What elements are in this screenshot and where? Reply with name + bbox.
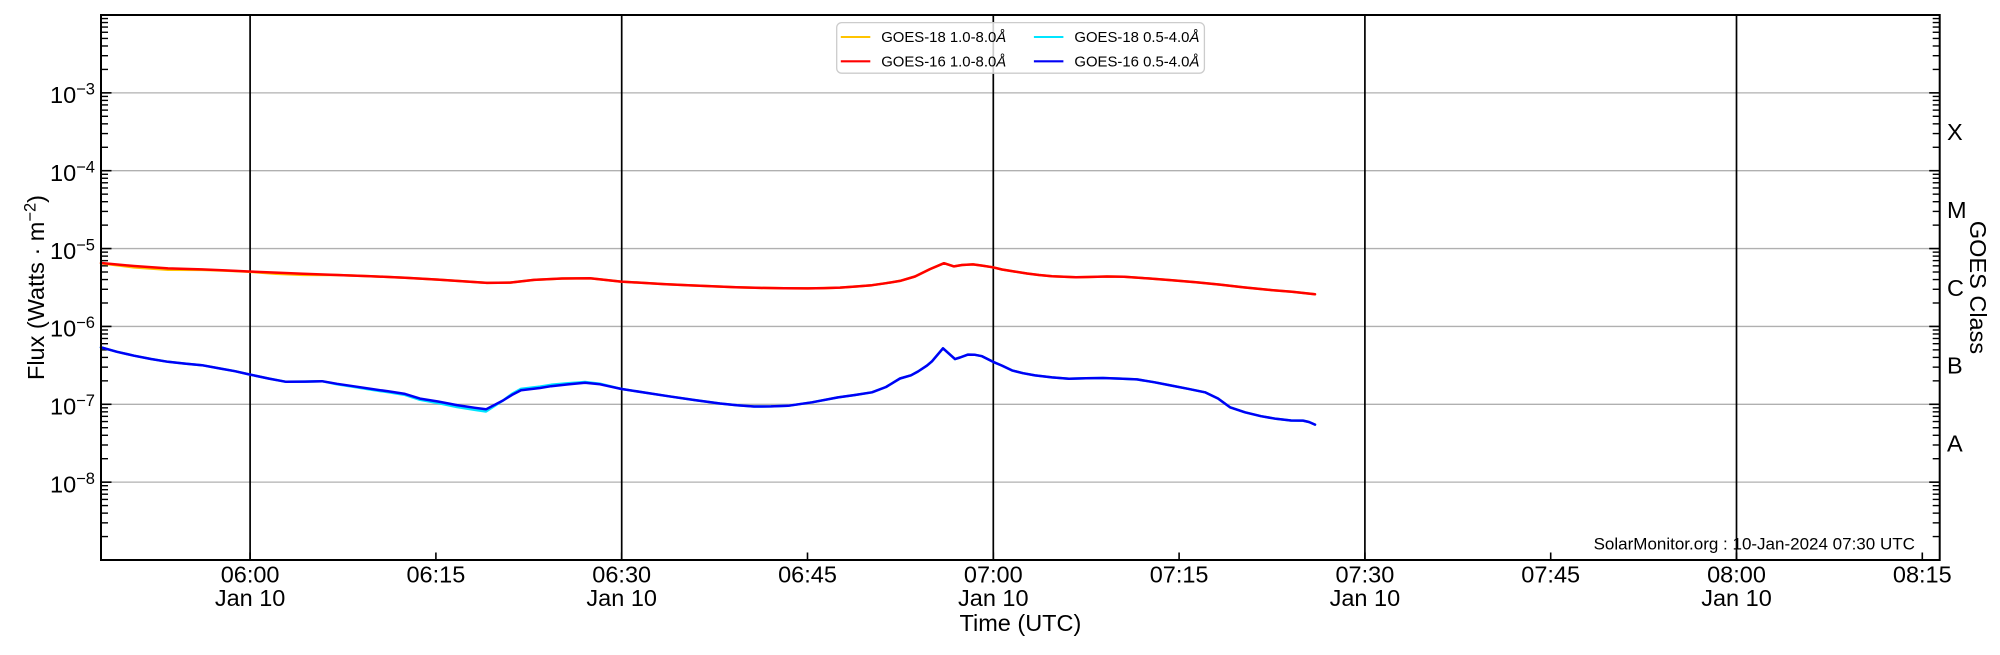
- svg-text:06:00: 06:00: [221, 562, 280, 588]
- svg-text:X: X: [1947, 119, 1963, 145]
- svg-text:06:15: 06:15: [406, 562, 465, 588]
- svg-text:GOES Class: GOES Class: [1965, 221, 1991, 354]
- svg-text:B: B: [1947, 353, 1963, 379]
- svg-text:GOES-18 1.0-8.0Å: GOES-18 1.0-8.0Å: [881, 29, 1006, 46]
- svg-text:07:00: 07:00: [964, 562, 1023, 588]
- svg-text:07:45: 07:45: [1521, 562, 1580, 588]
- svg-text:06:45: 06:45: [778, 562, 837, 588]
- svg-text:GOES-18 0.5-4.0Å: GOES-18 0.5-4.0Å: [1074, 29, 1199, 46]
- svg-text:10−3: 10−3: [50, 81, 95, 109]
- svg-text:A: A: [1947, 431, 1963, 457]
- svg-text:C: C: [1947, 275, 1964, 301]
- svg-text:Jan 10: Jan 10: [1701, 585, 1772, 611]
- svg-text:GOES-16 0.5-4.0Å: GOES-16 0.5-4.0Å: [1074, 54, 1199, 71]
- svg-text:SolarMonitor.org : 10-Jan-2024: SolarMonitor.org : 10-Jan-2024 07:30 UTC: [1594, 535, 1915, 554]
- svg-text:08:15: 08:15: [1893, 562, 1952, 588]
- svg-text:Jan 10: Jan 10: [1330, 585, 1401, 611]
- svg-text:GOES-16 1.0-8.0Å: GOES-16 1.0-8.0Å: [881, 54, 1006, 71]
- svg-text:08:00: 08:00: [1707, 562, 1766, 588]
- svg-text:Time (UTC): Time (UTC): [959, 610, 1081, 636]
- svg-text:07:30: 07:30: [1335, 562, 1394, 588]
- svg-text:Flux (Watts · m−2): Flux (Watts · m−2): [22, 195, 50, 380]
- svg-text:Jan 10: Jan 10: [958, 585, 1029, 611]
- svg-text:Jan 10: Jan 10: [215, 585, 286, 611]
- svg-text:06:30: 06:30: [592, 562, 651, 588]
- svg-text:M: M: [1947, 197, 1967, 223]
- svg-text:Jan 10: Jan 10: [586, 585, 657, 611]
- svg-text:07:15: 07:15: [1150, 562, 1209, 588]
